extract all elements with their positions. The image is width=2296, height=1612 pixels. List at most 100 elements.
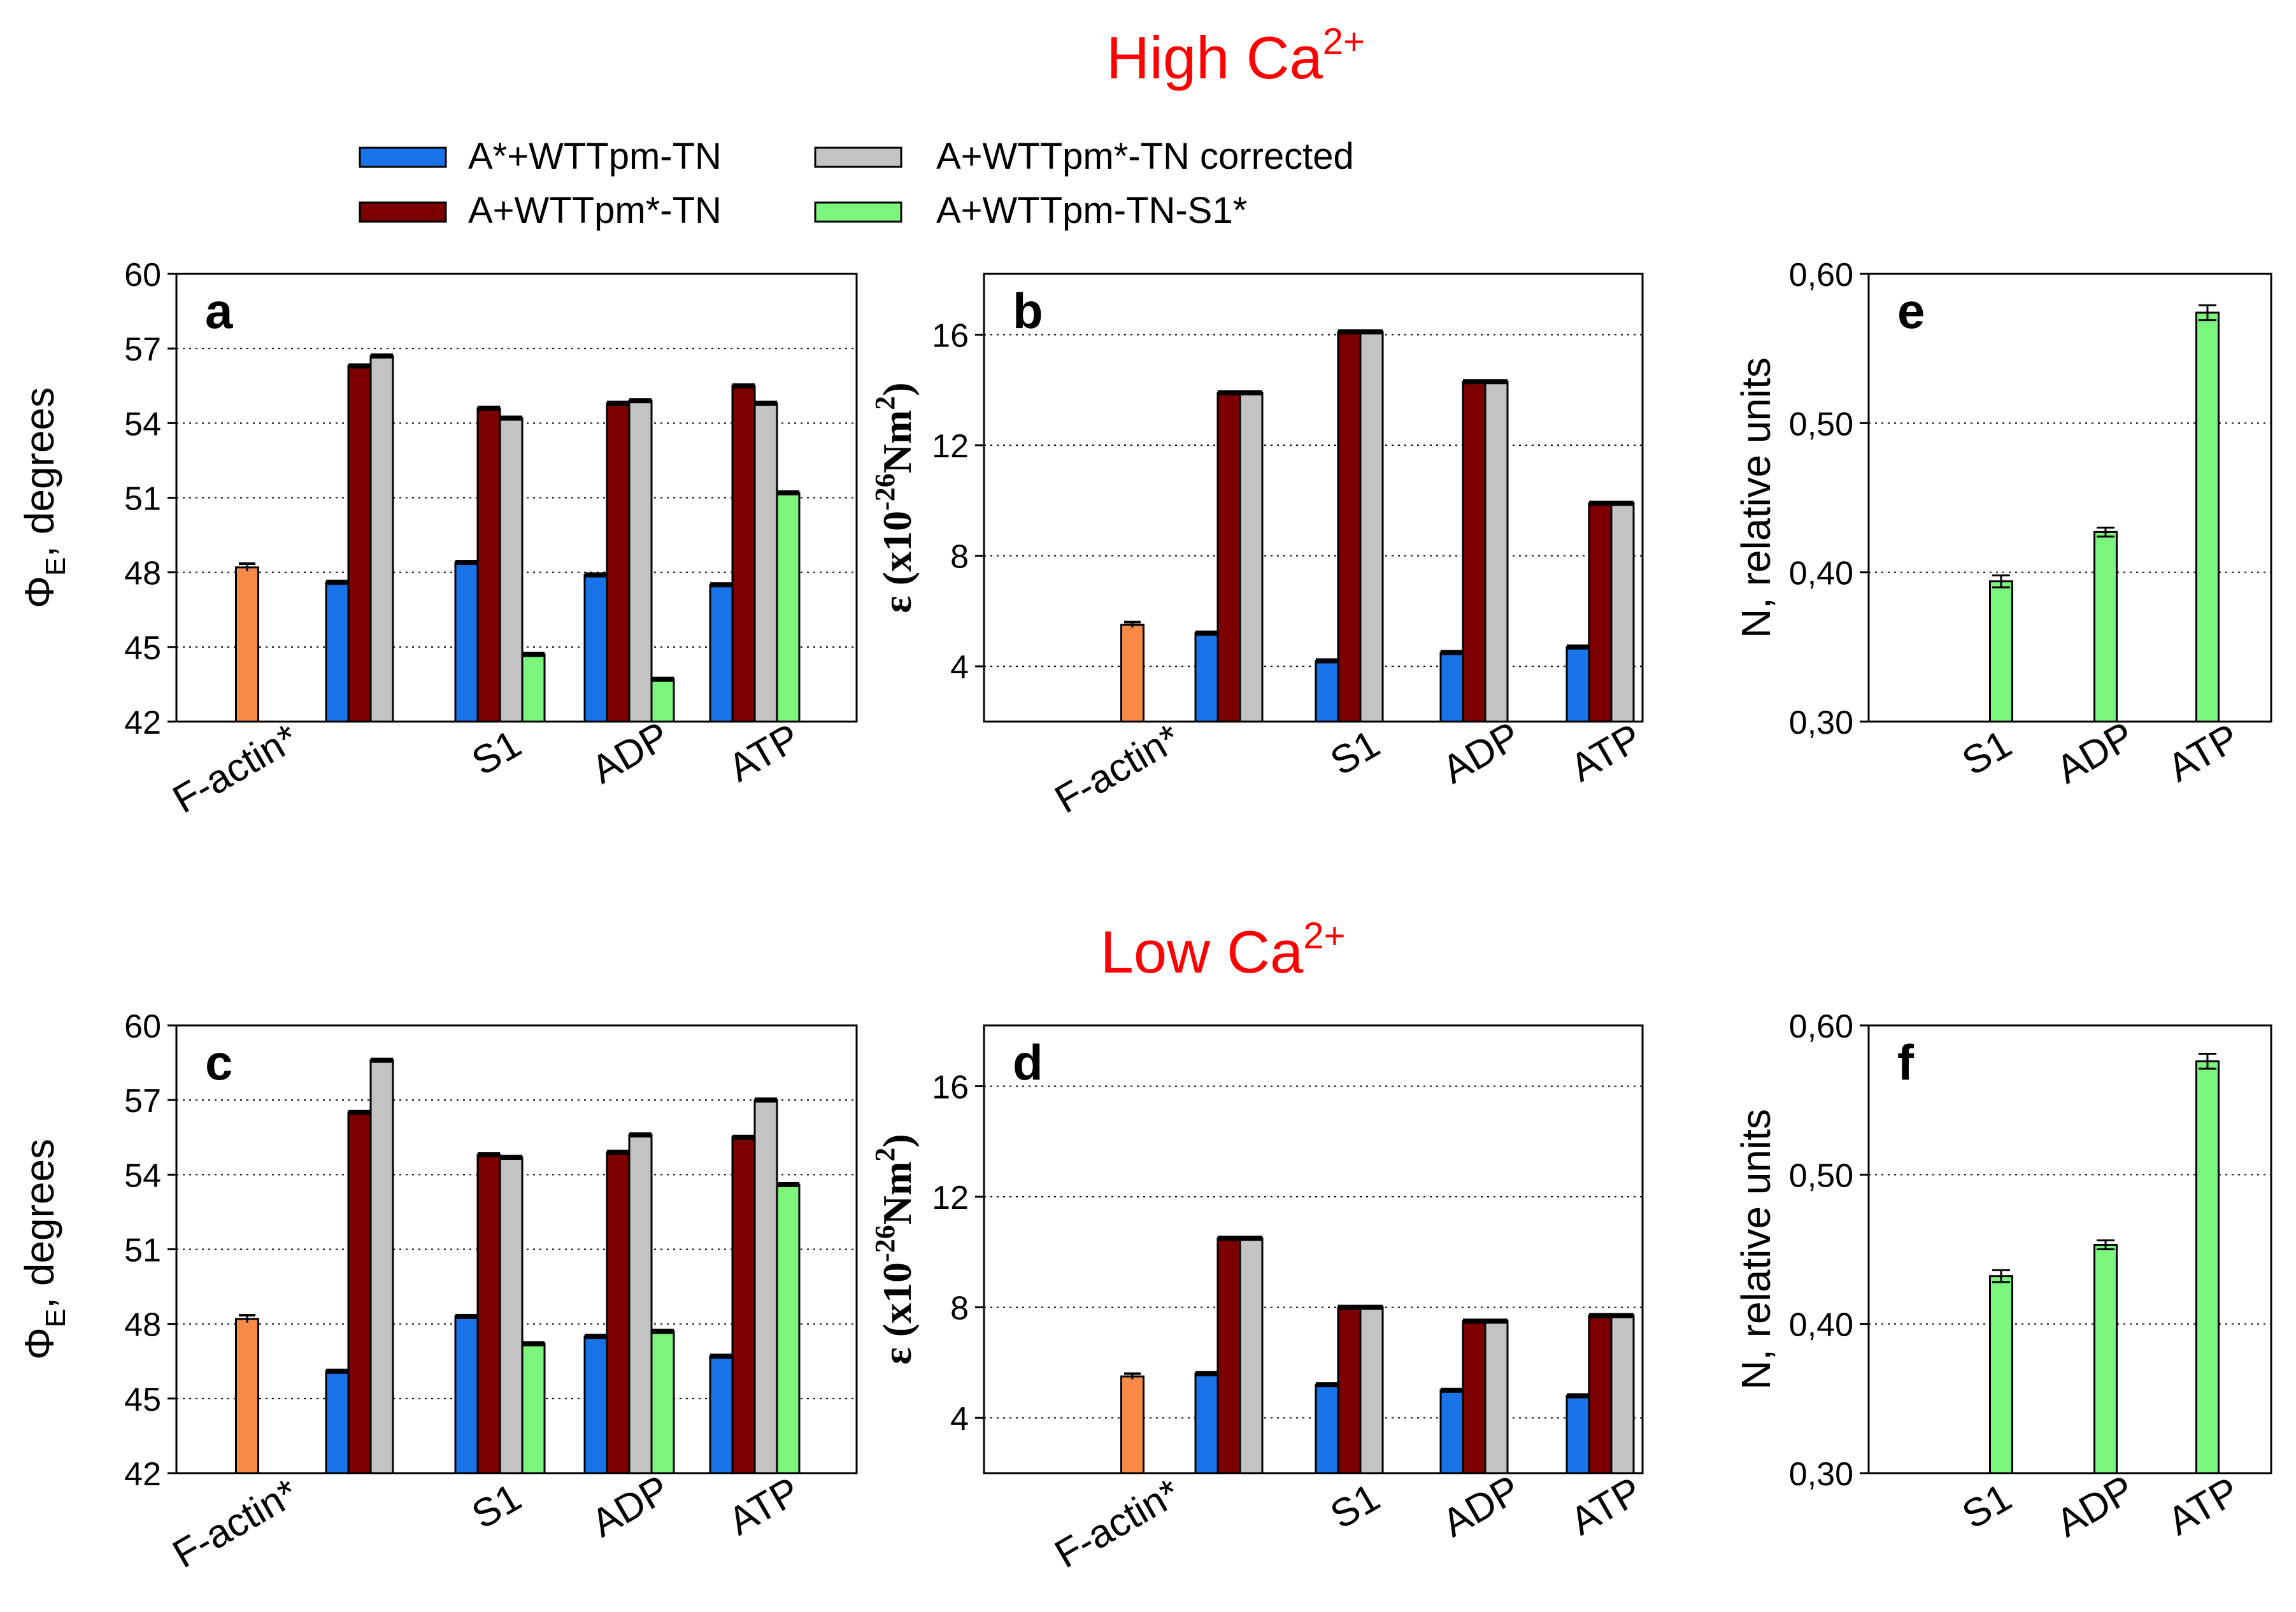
error-cap-corr (371, 353, 393, 359)
y-axis-label-exponent: 2 (869, 396, 901, 410)
error-cap-corr (1360, 329, 1383, 335)
panel-d: 4 8 12 16 d F-actin* S1 ADP ATP ε (x10-26Nm2) (869, 1024, 1649, 1577)
error-cap-astar (1195, 1371, 1218, 1376)
bar-tpm (476, 407, 501, 723)
legend-item-tpm: A+WTTpm*-TN (359, 190, 722, 231)
bar-corr (499, 417, 524, 723)
bar-s1 (650, 1330, 675, 1474)
y-axis-label-paren: ) (874, 382, 920, 396)
bar-tpm (1588, 1315, 1613, 1474)
bar-astar (709, 583, 734, 723)
error-cap-corr (500, 415, 522, 421)
category-label: ATP (2160, 1469, 2246, 1544)
bar-factin (1120, 624, 1144, 723)
error-cap-tpm (607, 401, 629, 406)
bar-astar (454, 1315, 479, 1474)
bar-tpm (731, 1136, 756, 1474)
error-cap-astar (585, 572, 607, 578)
y-axis-label: ΦE, degrees (17, 387, 71, 608)
plot-frame (1867, 1024, 2272, 1474)
legend-label-corrected: A+WTTpm*-TN corrected (936, 136, 1354, 177)
error-cap-tpm (1589, 501, 1611, 506)
error-cap-corr (1611, 1313, 1634, 1318)
plot-frame (983, 273, 1644, 723)
bar-astar (583, 1335, 608, 1474)
bar-tpm (1462, 380, 1487, 723)
legend-item-astar: A*+WTTpm-TN (359, 136, 722, 177)
y-tick-label: 0,30 (1789, 1456, 1853, 1493)
bar-tpm (606, 402, 631, 723)
bar-s1 (2195, 1060, 2220, 1474)
category-label: ATP (1563, 1469, 1649, 1544)
y-tick-label: 0,40 (1789, 1307, 1853, 1344)
panel-label: e (1897, 283, 1925, 339)
error-cap-corr (755, 1097, 777, 1103)
y-tick-label: 51 (124, 1232, 161, 1269)
bar-tpm (1216, 1237, 1241, 1474)
y-axis-label: ΦE, degrees (17, 1139, 71, 1360)
bar-astar (1565, 646, 1590, 723)
error-cap-tpm (348, 1109, 371, 1115)
error-cap-corr (371, 1057, 393, 1063)
category-label: ADP (584, 713, 676, 792)
y-tick-label: 0,50 (1789, 1157, 1853, 1194)
error-cap-astar (1567, 1393, 1589, 1399)
error-cap-astar (455, 560, 478, 566)
y-tick-label: 8 (950, 1290, 969, 1327)
legend-swatch-astar (359, 146, 447, 168)
category-label: ADP (1435, 713, 1527, 792)
category-label: F-actin* (166, 716, 305, 822)
error-cap-tpm (348, 363, 371, 369)
bar-corr (1610, 1315, 1635, 1474)
bar-astar (1439, 1389, 1464, 1474)
bar-tpm (476, 1153, 501, 1474)
error-cap-corr (1611, 501, 1634, 506)
y-tick-label: 0,60 (1789, 1008, 1853, 1045)
error-cap-tpm (1338, 1304, 1360, 1310)
bar-corr (1359, 331, 1384, 723)
category-label: ADP (2049, 713, 2141, 792)
category-label: ATP (721, 1469, 807, 1544)
panel-label: a (205, 283, 233, 339)
category-label: F-actin* (166, 1471, 305, 1577)
error-cap-corr (629, 1132, 652, 1138)
error-cap-astar (710, 582, 732, 588)
y-tick-label: 54 (124, 1157, 161, 1194)
y-axis-label-paren: ) (874, 1134, 920, 1147)
error-cap-astar (1316, 658, 1338, 664)
error-cap-tpm (732, 383, 755, 389)
bar-corr (753, 1099, 778, 1474)
legend-swatch-tpm (359, 201, 447, 223)
error-cap-corr (755, 401, 777, 406)
error-cap-tpm (1218, 1236, 1240, 1241)
bar-corr (1610, 502, 1635, 723)
y-tick-label: 60 (124, 257, 161, 294)
bar-corr (1484, 380, 1509, 723)
y-tick-label: 4 (950, 1401, 969, 1437)
bar-tpm (731, 385, 756, 723)
y-tick-label: 42 (124, 1456, 161, 1493)
y-tick-label: 0,30 (1789, 704, 1853, 741)
category-label: F-actin* (1048, 716, 1187, 822)
plot-frame (983, 1024, 1644, 1474)
bar-astar (325, 1370, 350, 1474)
legend-label-astar: A*+WTTpm-TN (468, 136, 722, 177)
error-cap-tpm (607, 1150, 629, 1155)
error-cap-tpm (732, 1134, 755, 1140)
y-tick-label: 0,40 (1789, 555, 1853, 592)
error-cap-tpm (1338, 329, 1360, 335)
bar-s1 (776, 492, 801, 723)
bar-s1 (521, 1343, 546, 1474)
category-label: ADP (2049, 1467, 2141, 1545)
error-cap-corr (1360, 1304, 1383, 1310)
y-tick-label: 48 (124, 1307, 161, 1344)
bar-corr (628, 1134, 653, 1474)
bar-astar (1565, 1394, 1590, 1474)
bar-factin (235, 1318, 259, 1474)
error-cap-astar (326, 580, 348, 585)
bar-factin (1120, 1375, 1144, 1474)
error-cap-astar (1567, 644, 1589, 650)
y-tick-label: 45 (124, 630, 161, 667)
error-cap-tpm (1463, 1318, 1485, 1324)
y-axis-label-main: ε (x10 (874, 511, 920, 613)
